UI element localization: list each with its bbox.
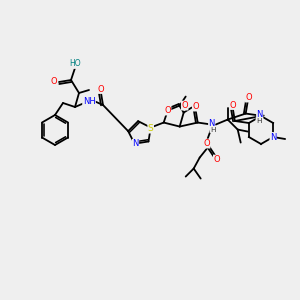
Text: N: N	[256, 110, 263, 119]
Text: H: H	[210, 127, 215, 133]
Text: O: O	[164, 106, 171, 115]
Text: O: O	[98, 85, 104, 94]
Text: HO: HO	[69, 59, 81, 68]
Text: O: O	[51, 77, 57, 86]
Text: N: N	[270, 133, 276, 142]
Text: O: O	[203, 139, 210, 148]
Text: O: O	[245, 93, 252, 102]
Text: N: N	[132, 139, 139, 148]
Text: NH: NH	[82, 97, 95, 106]
Text: O: O	[213, 155, 220, 164]
Text: H: H	[256, 118, 261, 124]
Text: O: O	[230, 100, 236, 109]
Text: O: O	[182, 101, 188, 110]
Text: N: N	[208, 119, 215, 128]
Text: O: O	[192, 102, 199, 111]
Text: S: S	[148, 124, 154, 133]
